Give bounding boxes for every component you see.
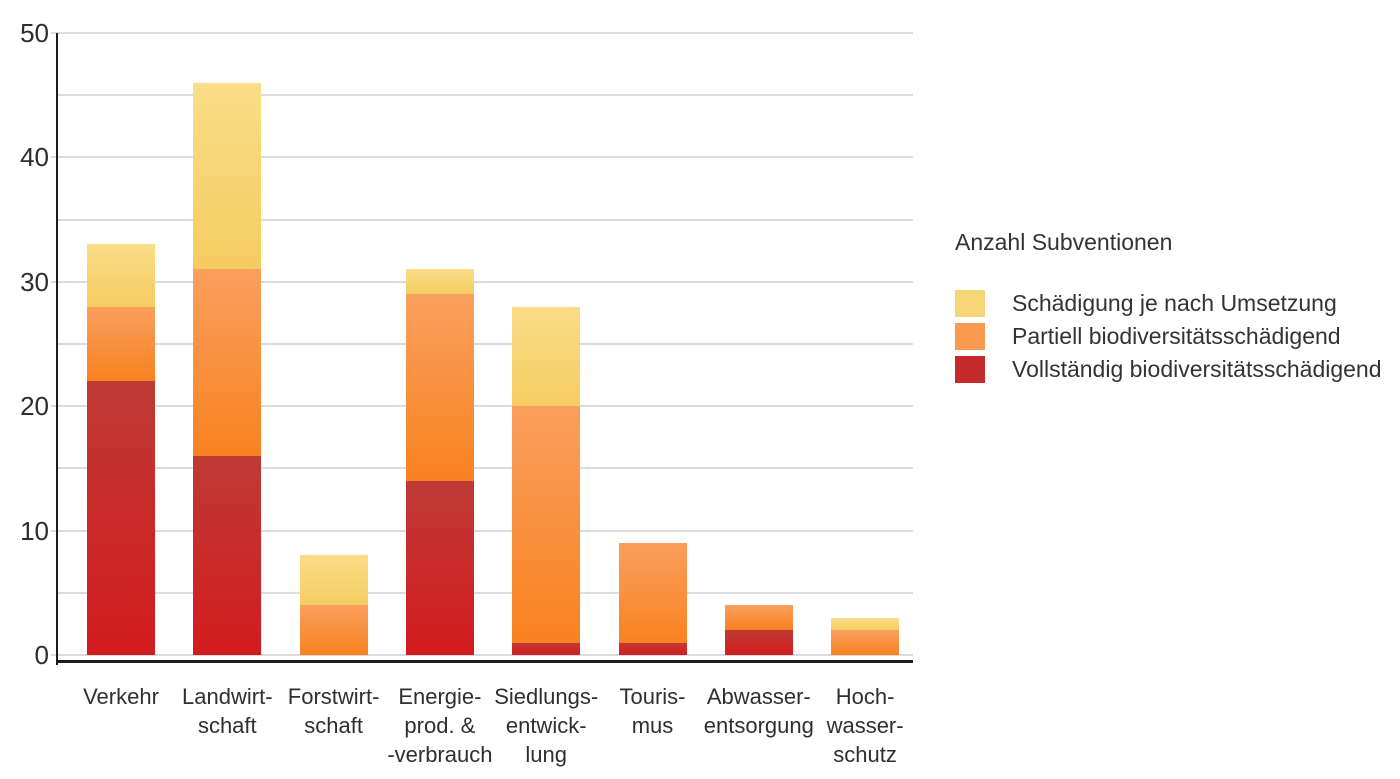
bar-segment xyxy=(618,543,687,643)
gridline-25 xyxy=(57,343,913,345)
x-axis-label: Siedlungs-entwick-lung xyxy=(494,684,599,767)
gridline-30 xyxy=(51,280,913,283)
legend-swatch xyxy=(955,356,985,383)
bar-segment xyxy=(831,617,900,631)
bar-segment xyxy=(299,555,368,606)
legend-label: Schädigung je nach Umsetzung xyxy=(1012,290,1337,316)
legend-title: Anzahl Subventionen xyxy=(955,229,1173,255)
bar-segment xyxy=(512,406,581,643)
gridline-20 xyxy=(51,405,913,408)
gridline-15 xyxy=(57,467,913,470)
bar-segment xyxy=(87,381,155,655)
bar-segment xyxy=(724,605,793,631)
bar-segment xyxy=(724,630,793,655)
y-tick-label-30: 30 xyxy=(20,266,49,297)
legend-label: Vollständig biodiversitätsschädigend xyxy=(1012,356,1382,382)
gridline-40 xyxy=(51,156,913,159)
x-axis-label: Hoch-wasser-schutz xyxy=(826,684,904,767)
bar-segment xyxy=(618,642,687,655)
x-axis-label: Abwasser-entsorgung xyxy=(703,684,814,738)
x-axis-label: Energie-prod. & -verbrauch xyxy=(387,684,493,767)
x-axis-label: Verkehr xyxy=(83,684,159,709)
gridline-45 xyxy=(57,94,913,97)
bar-segment xyxy=(405,294,474,481)
legend-swatch xyxy=(955,290,985,317)
bar-segment xyxy=(405,480,474,655)
gridline-5 xyxy=(57,591,913,594)
gridline-50 xyxy=(51,32,913,34)
y-tick-label-0: 0 xyxy=(34,640,49,670)
bar-segment xyxy=(87,306,155,382)
legend-item: Schädigung je nach Umsetzung xyxy=(955,290,1382,317)
bar-segment xyxy=(193,455,262,655)
legend-label: Partiell biodiversitätsschädigend xyxy=(1012,323,1341,349)
gridline-35 xyxy=(57,218,913,221)
bar-segment xyxy=(299,605,368,655)
bar-segment xyxy=(87,244,155,307)
legend-item: Partiell biodiversitätsschädigend xyxy=(955,323,1382,350)
bar-segment xyxy=(831,630,900,655)
x-axis-line xyxy=(56,660,913,663)
y-tick-label-20: 20 xyxy=(20,391,49,422)
legend-item: Vollständig biodiversitätsschädigend xyxy=(955,356,1382,383)
x-axis-label: Touris-mus xyxy=(619,684,686,738)
y-axis-line xyxy=(56,33,58,665)
bar-segment xyxy=(512,642,581,655)
y-tick-label-40: 40 xyxy=(20,142,49,173)
bar-segment xyxy=(193,82,262,270)
bar-segment xyxy=(193,269,262,456)
gridline-0 xyxy=(51,654,913,656)
gridline-10 xyxy=(51,529,913,532)
legend: Anzahl Subventionen Schädigung je nach U… xyxy=(955,228,1382,389)
y-tick-label-50: 50 xyxy=(20,18,49,48)
y-tick-label-10: 10 xyxy=(20,515,49,546)
legend-swatch xyxy=(955,323,985,350)
x-axis-label: Landwirt-schaft xyxy=(182,684,273,738)
bar-segment xyxy=(512,306,581,407)
x-axis-label: Forstwirt-schaft xyxy=(287,684,380,738)
bar-segment xyxy=(405,269,474,295)
legend-items: Schädigung je nach Umsetzung Partiell bio… xyxy=(955,290,1382,383)
